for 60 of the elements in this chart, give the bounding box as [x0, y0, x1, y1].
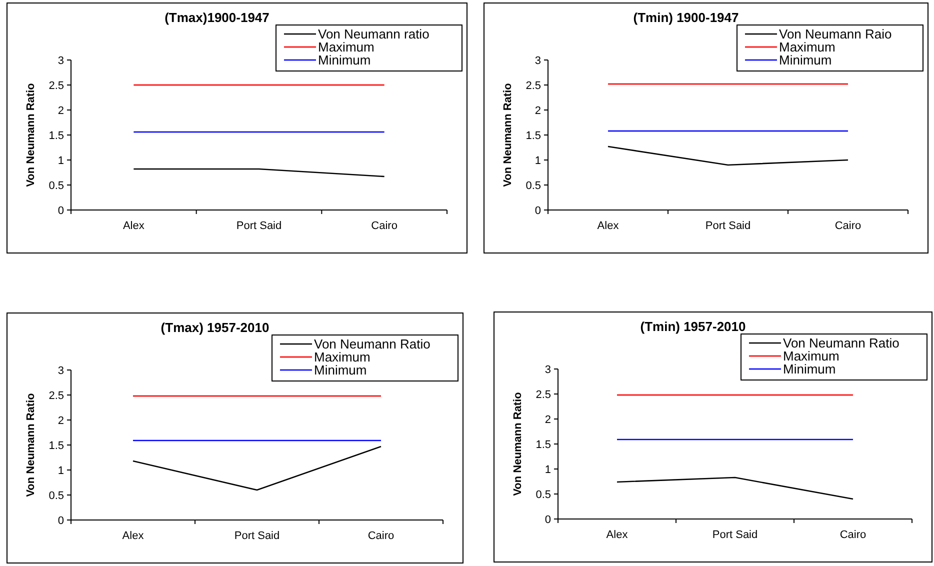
legend-label: Maximum: [314, 350, 370, 365]
legend-label: Maximum: [779, 40, 836, 55]
legend-label: Von Neumann Ratio: [314, 336, 430, 352]
y-tick-label: 2: [534, 104, 541, 117]
y-tick-label: 0.5: [526, 180, 541, 192]
y-tick-label: 3: [534, 54, 541, 67]
y-tick-label: 1.5: [48, 440, 64, 452]
legend-label: Minimum: [318, 52, 371, 68]
x-tick-label: Alex: [122, 220, 145, 232]
y-tick-label: 2.5: [48, 80, 64, 92]
y-axis-title: Von Neumann Ratio: [25, 82, 37, 187]
legend-label: Maximum: [783, 348, 840, 364]
y-tick-label: 0: [58, 514, 64, 527]
chart-title: (Tmin) 1957-2010: [640, 319, 746, 334]
x-tick-label: Cairo: [840, 529, 866, 541]
x-tick-label: Cairo: [368, 530, 394, 542]
y-tick-label: 1.5: [48, 130, 64, 142]
chart-title: (Tmin) 1900-1947: [633, 10, 739, 25]
y-tick-label: 0.5: [48, 180, 64, 192]
y-tick-label: 0: [544, 514, 551, 526]
x-tick-label: Cairo: [834, 220, 862, 232]
legend-label: Minimum: [779, 52, 832, 68]
y-tick-label: 1: [544, 464, 551, 476]
y-tick-label: 1.5: [536, 438, 551, 451]
y-tick-label: 1.5: [526, 130, 541, 142]
x-tick-label: Port Said: [712, 529, 758, 541]
legend-label: Von Neumann ratio: [318, 26, 430, 42]
y-tick-label: 2.5: [48, 390, 64, 402]
y-tick-label: 3: [58, 364, 64, 377]
y-tick-label: 1: [58, 464, 64, 477]
y-axis-title: Von Neumann Ratio: [25, 392, 37, 497]
legend-label: Maximum: [318, 40, 374, 55]
y-tick-label: 2: [58, 414, 64, 427]
y-tick-label: 2: [58, 104, 64, 117]
chart-title: (Tmax) 1957-2010: [160, 320, 270, 335]
x-tick-label: Alex: [606, 529, 628, 541]
x-tick-label: Port Said: [705, 220, 751, 232]
y-tick-label: 1: [534, 154, 541, 167]
legend-label: Von Neumann Raio: [779, 26, 892, 42]
y-axis-title: Von Neumann Ratio: [502, 82, 514, 187]
x-tick-label: Alex: [122, 530, 144, 542]
y-tick-label: 0: [534, 204, 541, 217]
x-tick-label: Cairo: [371, 220, 398, 232]
legend-label: Minimum: [783, 362, 836, 377]
y-tick-label: 3: [58, 54, 64, 67]
legend-label: Von Neumann Ratio: [783, 336, 900, 351]
x-tick-label: Alex: [597, 220, 620, 232]
x-tick-label: Port Said: [236, 220, 282, 232]
y-tick-label: 2.5: [536, 388, 551, 401]
y-tick-label: 1: [58, 154, 64, 167]
y-tick-label: 2.5: [526, 80, 541, 92]
y-tick-label: 3: [544, 364, 551, 376]
chart-title: (Tmax)1900-1947: [164, 10, 270, 25]
x-tick-label: Port Said: [234, 530, 280, 542]
y-axis-title: Von Neumann Ratio: [512, 392, 524, 496]
legend-label: Minimum: [314, 362, 367, 378]
y-tick-label: 0.5: [48, 490, 64, 502]
y-tick-label: 0.5: [536, 488, 551, 501]
y-tick-label: 2: [544, 414, 551, 426]
y-tick-label: 0: [58, 204, 64, 217]
